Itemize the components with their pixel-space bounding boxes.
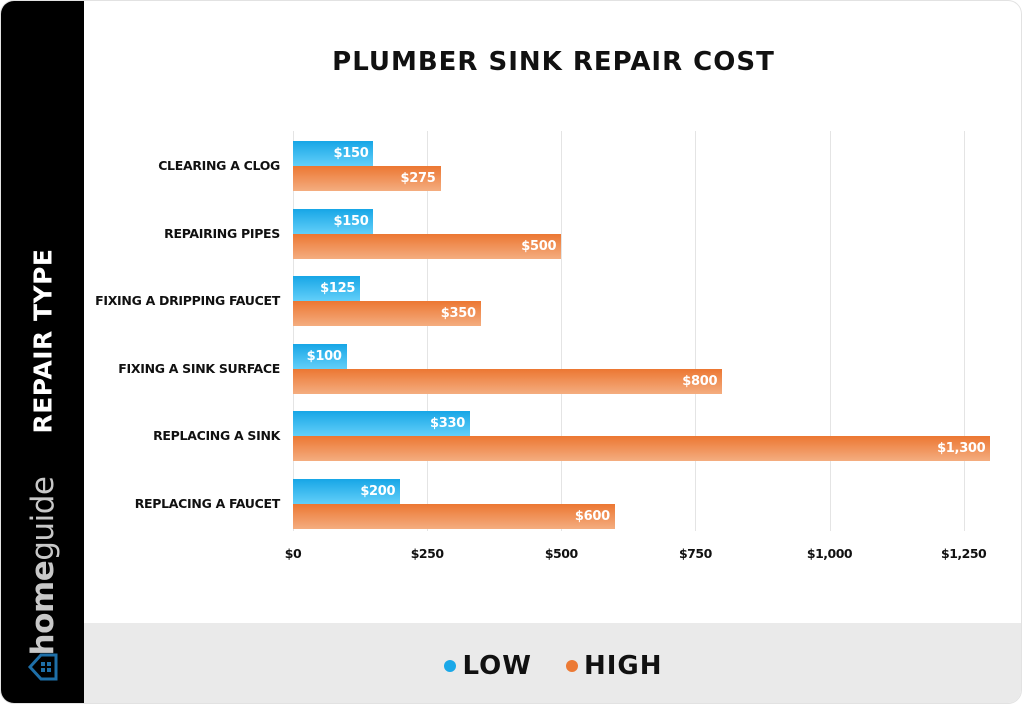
x-tick-label: $1,250 [941,546,987,561]
x-tick-label: $750 [678,546,712,561]
x-tick-label: $500 [544,546,578,561]
legend-dot-low [444,660,457,672]
high-bar: $1,300 [293,436,991,461]
legend: LOW HIGH [84,649,1021,681]
plot-area [293,131,1013,531]
low-bar: $125 [293,276,361,301]
x-tick-label: $1,000 [806,546,853,561]
category-label: FIXING A DRIPPING FAUCET [95,293,280,308]
y-axis-title: REPAIR TYPE [28,248,58,434]
legend-label-high: HIGH [583,651,663,681]
x-tick-label: $250 [410,546,444,561]
gridline [293,131,294,531]
legend-dot-high [565,660,578,672]
category-label: CLEARING A CLOG [158,158,280,173]
gridline [427,131,429,531]
high-bar: $600 [293,503,615,529]
x-tick-label: $0 [284,546,302,561]
category-label: REPAIRING PIPES [164,225,280,241]
brand-logo-text: homeguide [25,477,61,656]
category-label: FIXING A SINK SURFACE [118,360,280,376]
brand-light: guide [25,476,61,561]
high-bar: $350 [293,301,481,326]
legend-item-low: LOW [444,651,531,681]
high-bar: $500 [293,233,562,259]
low-bar: $200 [293,478,401,504]
low-bar: $100 [293,343,347,369]
side-panel: REPAIR TYPE homeguide [1,1,84,703]
house-icon [27,653,58,681]
gridline [695,131,697,531]
legend-item-high: HIGH [565,651,663,681]
gridline [829,131,831,531]
low-bar: $150 [293,141,374,166]
gridline [963,131,965,531]
high-bar: $800 [293,368,723,394]
high-bar: $275 [293,166,441,191]
category-label: REPLACING A FAUCET [134,495,281,511]
brand-bold: home [25,560,61,656]
low-bar: $330 [293,411,471,436]
legend-band: LOW HIGH [84,623,1021,703]
low-bar: $150 [293,208,374,234]
chart-title: PLUMBER SINK REPAIR COST [332,47,775,77]
legend-label-low: LOW [462,651,532,681]
category-label: REPLACING A SINK [153,428,280,443]
gridline [561,131,563,531]
